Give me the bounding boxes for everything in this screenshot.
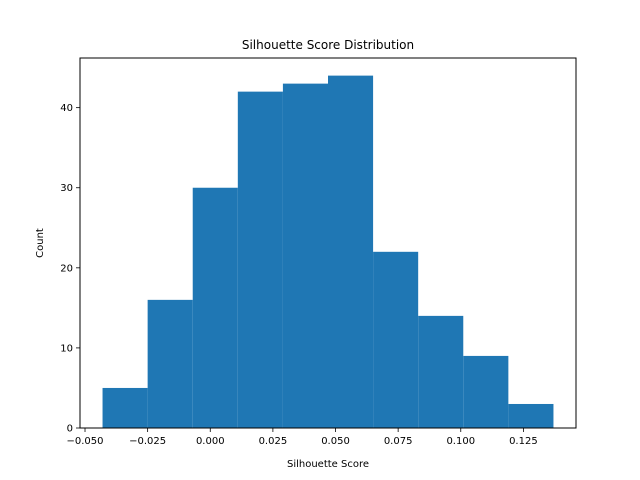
x-tick-label-7: 0.125 xyxy=(509,436,538,447)
y-axis-ticks: 0 10 20 30 40 xyxy=(60,103,80,435)
histogram-bar-1 xyxy=(147,299,193,428)
y-tick-label-0: 0 xyxy=(67,424,73,435)
plot-frame xyxy=(79,57,577,429)
y-axis-label: Count xyxy=(35,228,46,258)
histogram-bar-9 xyxy=(508,403,554,428)
histogram-bar-6 xyxy=(373,251,419,428)
histogram-bar-2 xyxy=(192,187,238,428)
histogram-bar-4 xyxy=(282,83,328,428)
x-tick-label-5: 0.075 xyxy=(384,436,413,447)
histogram-bar-5 xyxy=(328,75,374,428)
chart-title: Silhouette Score Distribution xyxy=(242,38,414,52)
x-axis-ticks: −0.050 −0.025 0.000 0.025 0.050 0.075 0.100 0.1… xyxy=(67,428,538,447)
x-tick-label-6: 0.100 xyxy=(446,436,475,447)
x-tick-label-4: 0.050 xyxy=(321,436,350,447)
histogram-bars xyxy=(102,75,554,429)
x-tick-label-3: 0.025 xyxy=(259,436,288,447)
histogram-bar-0 xyxy=(102,387,148,428)
x-tick-label-1: −0.025 xyxy=(129,436,166,447)
histogram-bar-8 xyxy=(463,355,509,428)
x-tick-label-0: −0.050 xyxy=(67,436,104,447)
x-axis-label: Silhouette Score xyxy=(287,459,369,470)
y-tick-label-1: 10 xyxy=(60,343,73,354)
x-tick-label-2: 0.000 xyxy=(196,436,225,447)
y-tick-label-3: 30 xyxy=(60,183,73,194)
y-tick-label-2: 20 xyxy=(60,263,73,274)
y-tick-label-4: 40 xyxy=(60,103,73,114)
histogram-bar-7 xyxy=(418,315,464,428)
histogram-bar-3 xyxy=(237,91,283,429)
